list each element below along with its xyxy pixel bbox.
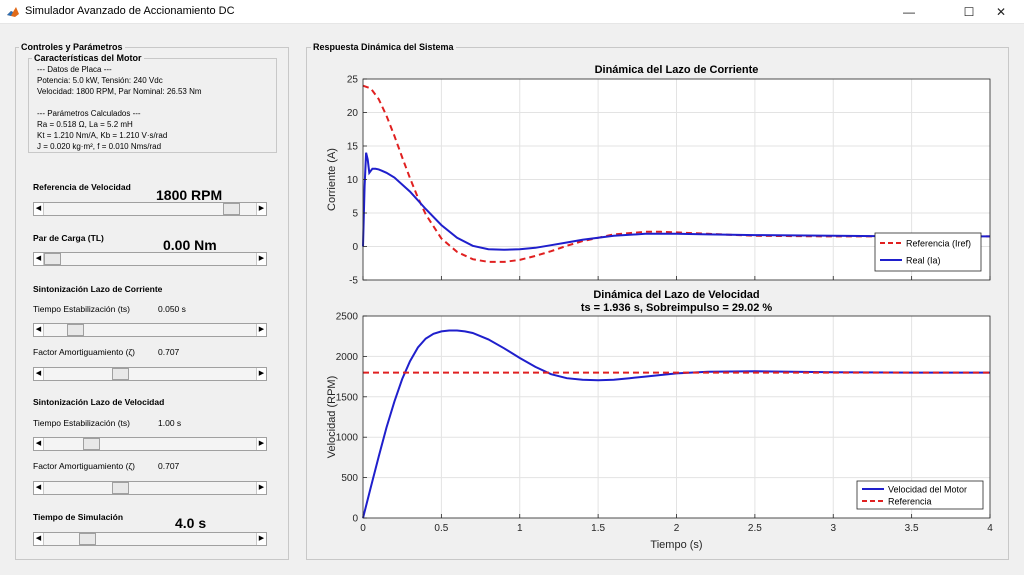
speed-ref-slider[interactable]: ◀ ▶: [33, 202, 267, 216]
speed-zeta-value: 0.707: [158, 461, 180, 471]
motor-info-line: --- Datos de Placa ---: [37, 65, 112, 74]
slider-right-arrow[interactable]: ▶: [256, 253, 266, 265]
current-zeta-label: Factor Amortiguamiento (ζ): [33, 347, 136, 357]
slider-left-arrow[interactable]: ◀: [34, 253, 44, 265]
motor-info-title: Características del Motor: [32, 53, 144, 63]
motor-info-line: Kt = 1.210 Nm/A, Kb = 1.210 V·s/rad: [37, 131, 168, 140]
current-loop-title: Sintonización Lazo de Corriente: [33, 284, 163, 294]
title-bar: Simulador Avanzado de Accionamiento DC —…: [0, 0, 1024, 24]
speed-ts-slider[interactable]: ◀ ▶: [33, 437, 267, 451]
motor-info-line: --- Parámetros Calculados ---: [37, 109, 141, 118]
slider-left-arrow[interactable]: ◀: [34, 368, 44, 380]
plots-panel-title: Respuesta Dinámica del Sistema: [311, 42, 456, 52]
slider-thumb[interactable]: [112, 482, 130, 494]
slider-right-arrow[interactable]: ▶: [256, 438, 266, 450]
slider-left-arrow[interactable]: ◀: [34, 482, 44, 494]
speed-zeta-slider[interactable]: ◀ ▶: [33, 481, 267, 495]
slider-left-arrow[interactable]: ◀: [34, 438, 44, 450]
current-ts-slider[interactable]: ◀ ▶: [33, 323, 267, 337]
close-button[interactable]: ✕: [995, 5, 1007, 19]
sim-time-value: 4.0 s: [175, 515, 207, 531]
slider-track[interactable]: [44, 482, 256, 494]
motor-info-line: J = 0.020 kg·m², f = 0.010 Nms/rad: [37, 142, 162, 151]
motor-info-box: [28, 58, 277, 153]
window-title: Simulador Avanzado de Accionamiento DC: [25, 5, 235, 17]
slider-thumb[interactable]: [67, 324, 85, 336]
current-ts-value: 0.050 s: [158, 304, 186, 314]
slider-track[interactable]: [44, 438, 256, 450]
sim-time-slider[interactable]: ◀ ▶: [33, 532, 267, 546]
slider-left-arrow[interactable]: ◀: [34, 533, 44, 545]
slider-thumb[interactable]: [112, 368, 130, 380]
slider-right-arrow[interactable]: ▶: [256, 533, 266, 545]
load-torque-label: Par de Carga (TL): [33, 233, 104, 243]
slider-track[interactable]: [44, 324, 256, 336]
slider-track[interactable]: [44, 203, 256, 215]
speed-ts-label: Tiempo Estabilización (ts): [33, 418, 130, 428]
slider-thumb[interactable]: [79, 533, 97, 545]
maximize-button[interactable]: ☐: [963, 5, 975, 19]
minimize-button[interactable]: —: [903, 5, 915, 19]
slider-thumb[interactable]: [83, 438, 100, 450]
motor-info-line: Velocidad: 1800 RPM, Par Nominal: 26.53 …: [37, 87, 202, 96]
speed-ref-label: Referencia de Velocidad: [33, 182, 131, 192]
motor-info-line: Ra = 0.518 Ω, La = 5.2 mH: [37, 120, 133, 129]
current-ts-label: Tiempo Estabilización (ts): [33, 304, 130, 314]
slider-right-arrow[interactable]: ▶: [256, 324, 266, 336]
matlab-logo-icon: [6, 5, 20, 19]
motor-info-line: Potencia: 5.0 kW, Tensión: 240 Vdc: [37, 76, 163, 85]
slider-track[interactable]: [44, 253, 256, 265]
current-zeta-value: 0.707: [158, 347, 180, 357]
controls-panel: [15, 47, 289, 560]
slider-thumb[interactable]: [44, 253, 61, 265]
load-torque-value: 0.00 Nm: [163, 237, 217, 253]
slider-track[interactable]: [44, 368, 256, 380]
current-zeta-slider[interactable]: ◀ ▶: [33, 367, 267, 381]
speed-loop-title: Sintonización Lazo de Velocidad: [33, 397, 165, 407]
load-torque-slider[interactable]: ◀ ▶: [33, 252, 267, 266]
slider-thumb[interactable]: [223, 203, 241, 215]
slider-right-arrow[interactable]: ▶: [256, 203, 266, 215]
slider-left-arrow[interactable]: ◀: [34, 324, 44, 336]
slider-right-arrow[interactable]: ▶: [256, 482, 266, 494]
speed-ref-value: 1800 RPM: [156, 187, 223, 203]
controls-panel-title: Controles y Parámetros: [19, 42, 125, 52]
slider-left-arrow[interactable]: ◀: [34, 203, 44, 215]
speed-zeta-label: Factor Amortiguamiento (ζ): [33, 461, 136, 471]
slider-right-arrow[interactable]: ▶: [256, 368, 266, 380]
sim-time-label: Tiempo de Simulación: [33, 512, 124, 522]
speed-ts-value: 1.00 s: [158, 418, 182, 428]
plots-panel: [306, 47, 1009, 560]
slider-track[interactable]: [44, 533, 256, 545]
